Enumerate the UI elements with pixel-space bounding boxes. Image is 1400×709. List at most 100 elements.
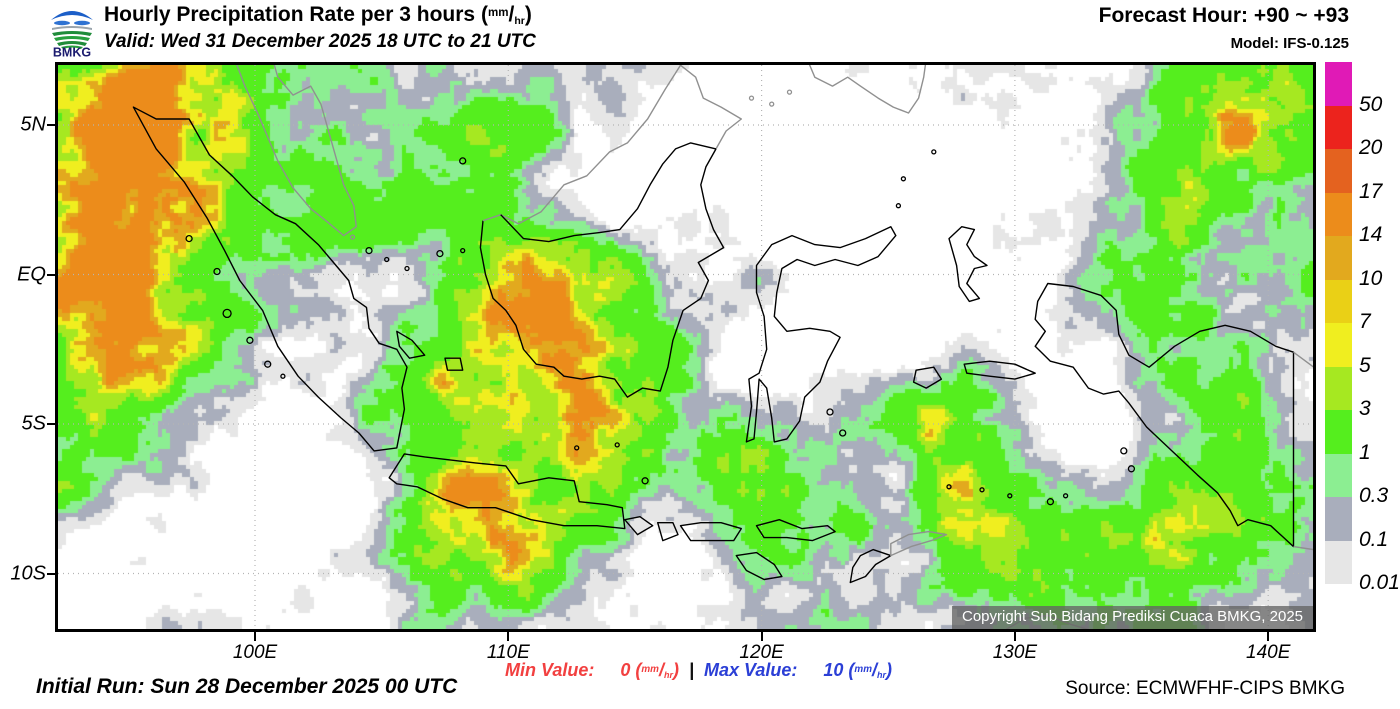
lat-label-5N: 5N (20, 113, 46, 136)
colorbar-label-7: 7 (1359, 309, 1371, 333)
logo-cloud-dash-left (54, 20, 70, 26)
title-text: Hourly Precipitation Rate per 3 hours (104, 3, 476, 26)
coastline-bangka (396, 330, 426, 359)
coastline-kalimantan-coast (479, 148, 725, 398)
coastline-kalimantan-border (500, 142, 717, 243)
small-island-14 (931, 149, 937, 155)
lat-tick-5S (47, 423, 55, 425)
page-title: Hourly Precipitation Rate per 3 hours (m… (104, 3, 532, 27)
lat-tick-10S (47, 572, 55, 575)
small-island-25 (979, 487, 985, 493)
initial-run: Initial Run: Sun 28 December 2025 00 UTC (36, 675, 458, 698)
colorbar-segment-20 (1325, 105, 1352, 149)
logo-wave-4 (61, 45, 83, 49)
coastline-malay-peninsula (236, 65, 357, 237)
small-island-29 (786, 89, 793, 95)
small-island-26 (1007, 493, 1013, 499)
coastline-papua (1034, 282, 1295, 548)
colorbar-label-5: 5 (1359, 353, 1371, 377)
colorbar-label-1: 1 (1359, 440, 1371, 464)
colorbar-segment-0.1 (1325, 497, 1352, 541)
coastline-buru (912, 366, 943, 389)
coastline-bali (624, 516, 654, 536)
colorbar-label-0.1: 0.1 (1359, 527, 1389, 551)
logo-horizon-band (52, 26, 92, 30)
min-value: 0 (mm/hr) (620, 660, 679, 681)
colorbar-label-17: 17 (1359, 179, 1383, 203)
lon-label-140E: 140E (1246, 642, 1291, 663)
colorbar (1325, 62, 1352, 584)
coastline-overlay (58, 65, 1313, 629)
lon-label-130E: 130E (992, 642, 1038, 663)
small-island-4 (264, 360, 272, 368)
coastline-lombok (657, 522, 679, 542)
small-island-19 (1127, 465, 1136, 473)
small-island-18 (1120, 447, 1128, 455)
small-island-10 (460, 247, 466, 254)
colorbar-segment-3 (1325, 366, 1352, 410)
coastline-png-north (1293, 351, 1313, 368)
small-island-1 (213, 267, 221, 276)
logo-wave-2 (54, 36, 90, 41)
small-island-30 (349, 234, 356, 240)
small-island-6 (365, 246, 373, 255)
colorbar-label-50: 50 (1359, 92, 1383, 116)
lon-label-120E: 120E (739, 642, 784, 663)
small-island-3 (246, 336, 254, 344)
min-value-label: Min Value: (505, 660, 595, 680)
minmax-separator: | (688, 660, 694, 680)
small-island-12 (895, 203, 902, 209)
lat-label-EQ: EQ (17, 263, 46, 285)
colorbar-segment-10 (1325, 236, 1352, 280)
map-area: Copyright Sub Bidang Prediksi Cuaca BMKG… (55, 62, 1316, 632)
colorbar-label-20: 20 (1359, 135, 1383, 159)
colorbar-label-0.3: 0.3 (1359, 483, 1389, 507)
coastline-timor-west (849, 548, 892, 584)
small-island-11 (459, 157, 467, 165)
coastline-seram (963, 360, 1036, 380)
small-island-23 (839, 429, 847, 437)
copyright-watermark: Copyright Sub Bidang Prediksi Cuaca BMKG… (951, 606, 1313, 629)
logo-cloud-dash-right (74, 20, 90, 26)
colorbar-segment-1 (1325, 410, 1352, 454)
coastline-java (388, 453, 626, 530)
small-island-16 (614, 442, 620, 448)
lon-label-110E: 110E (486, 642, 530, 663)
small-island-0 (185, 234, 193, 243)
precipitation-field-canvas (58, 65, 1313, 629)
coastline-flores (755, 519, 836, 542)
small-island-15 (641, 477, 649, 485)
small-island-13 (900, 176, 907, 182)
small-island-17 (574, 445, 580, 451)
colorbar-segment-5 (1325, 323, 1352, 367)
model-name: Model: IFS-0.125 (1230, 35, 1349, 52)
colorbar-segment-14 (1325, 192, 1352, 236)
colorbar-segment-17 (1325, 149, 1352, 193)
colorbar-segment-50 (1325, 62, 1352, 106)
colorbar-label-0.01: 0.01 (1359, 570, 1400, 594)
logo-cloud-arc (51, 11, 93, 20)
logo-text: BMKG (53, 46, 91, 58)
coastline-halmahera (948, 226, 988, 303)
small-island-27 (748, 95, 755, 101)
lat-tick-EQ (47, 273, 55, 276)
colorbar-label-3: 3 (1359, 396, 1371, 420)
coastline-timor-east (890, 530, 948, 557)
source-credit: Source: ECMWFHF-CIPS BMKG (1065, 678, 1345, 699)
lon-label-100E: 100E (232, 642, 278, 663)
small-island-28 (769, 101, 775, 107)
max-value-label: Max Value: (704, 660, 798, 680)
coastline-sumatra (132, 106, 408, 452)
small-island-24 (946, 484, 952, 490)
coastline-borneo-malaysia (482, 65, 742, 225)
small-island-20 (1046, 498, 1055, 506)
small-island-2 (222, 308, 232, 319)
coastline-sulawesi (745, 226, 897, 443)
small-island-21 (1062, 493, 1069, 499)
lon-tick-140E (1267, 632, 1270, 641)
small-island-5 (280, 373, 286, 379)
minmax-line: Min Value: 0 (mm/hr) | Max Value: 10 (mm/hr) (505, 660, 892, 681)
coastline-png-south (1293, 545, 1313, 551)
coastline-sumba (735, 551, 783, 581)
colorbar-label-10: 10 (1359, 266, 1383, 290)
